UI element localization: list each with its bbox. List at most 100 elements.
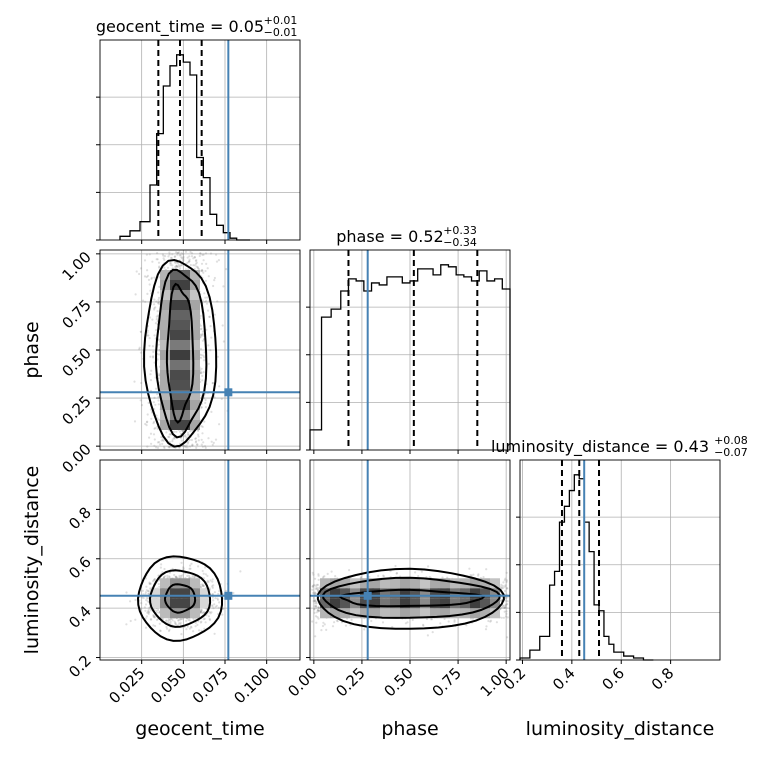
density-luminosity_distance-vs-phase [320, 578, 500, 619]
density-cell [170, 608, 180, 619]
sample-point [211, 382, 214, 385]
sample-point [211, 578, 214, 581]
sample-point [174, 265, 177, 268]
sample-point [213, 313, 216, 316]
sample-point [204, 406, 207, 409]
sample-point [315, 600, 318, 604]
sample-point [147, 590, 150, 593]
sample-point [156, 258, 159, 261]
x-tick-label: 0.025 [105, 664, 148, 707]
sample-point [134, 598, 137, 602]
contour-line [163, 583, 197, 614]
sample-point [171, 253, 174, 256]
sample-point [205, 262, 208, 265]
sample-point [164, 255, 167, 258]
sample-point [200, 334, 203, 337]
sample-point [161, 253, 164, 256]
sample-point [189, 250, 192, 254]
density-cell [320, 598, 330, 609]
sample-point [151, 580, 155, 583]
sample-point [504, 577, 507, 580]
sample-point [145, 589, 148, 592]
sample-point [200, 425, 203, 428]
sample-point [196, 443, 199, 446]
sample-point [164, 575, 167, 578]
density-cell [470, 598, 480, 609]
density-cell [360, 578, 370, 589]
sample-point [154, 426, 157, 430]
density-cell [200, 588, 210, 599]
sample-point [143, 259, 147, 262]
sample-point [152, 420, 156, 423]
sample-point [334, 575, 337, 578]
density-cell [190, 310, 200, 320]
density-cell [450, 608, 460, 619]
density-cell [320, 578, 330, 589]
sample-point [157, 403, 160, 406]
sample-point [149, 582, 152, 585]
sample-point [173, 255, 176, 258]
density-cell [370, 598, 380, 609]
sample-point [317, 606, 320, 609]
sample-point [152, 401, 155, 404]
sample-point [196, 443, 199, 446]
sample-point [502, 604, 505, 607]
sample-point [222, 593, 225, 596]
sample-point [190, 626, 193, 629]
sample-point [212, 284, 215, 288]
sample-point [207, 362, 210, 365]
sample-point [155, 609, 158, 612]
density-cell [170, 350, 180, 360]
sample-point [195, 261, 198, 264]
sample-point [146, 445, 149, 448]
sample-point [203, 300, 207, 303]
sample-point [181, 617, 184, 621]
sample-point [189, 430, 192, 433]
sample-point [157, 302, 160, 305]
sample-point [186, 433, 189, 436]
sample-point [148, 337, 151, 340]
sample-point [178, 576, 181, 579]
contour-layer [136, 258, 505, 642]
sample-point [168, 575, 171, 578]
sample-point [144, 626, 148, 629]
sample-point [349, 623, 352, 627]
y-axis-label: luminosity_distance [21, 466, 43, 655]
x-axis-label: geocent_time [135, 718, 264, 740]
sample-point [201, 299, 204, 302]
sample-point [186, 442, 189, 445]
sample-point [182, 259, 185, 262]
sample-point [152, 624, 155, 627]
sample-point [201, 425, 204, 428]
panel-title: geocent_time = 0.05 [96, 17, 264, 37]
sample-point [158, 353, 161, 356]
sample-point [199, 314, 202, 317]
sample-point [158, 443, 162, 446]
sample-point [165, 619, 168, 622]
sample-point [204, 566, 207, 569]
sample-point [175, 623, 178, 627]
sample-point [208, 618, 212, 622]
x-tick-label: 0.4 [549, 664, 579, 694]
sample-point [382, 575, 386, 578]
density-cell [410, 608, 420, 619]
sample-point [169, 263, 172, 266]
sample-point [505, 571, 508, 574]
sample-point [156, 252, 159, 255]
sample-point [153, 396, 156, 399]
truth-marker [363, 591, 372, 600]
density-cell [190, 400, 200, 410]
sample-point [168, 576, 171, 579]
sample-point [185, 446, 188, 449]
sample-point [201, 330, 204, 333]
sample-point [148, 582, 151, 586]
sample-point [204, 401, 207, 404]
sample-point [156, 314, 159, 317]
sample-point [154, 624, 157, 628]
sample-point [167, 255, 170, 258]
sample-point [181, 429, 184, 432]
sample-point [446, 576, 449, 579]
density-cell [470, 578, 480, 589]
sample-point [150, 442, 153, 445]
density-cell [400, 598, 410, 609]
